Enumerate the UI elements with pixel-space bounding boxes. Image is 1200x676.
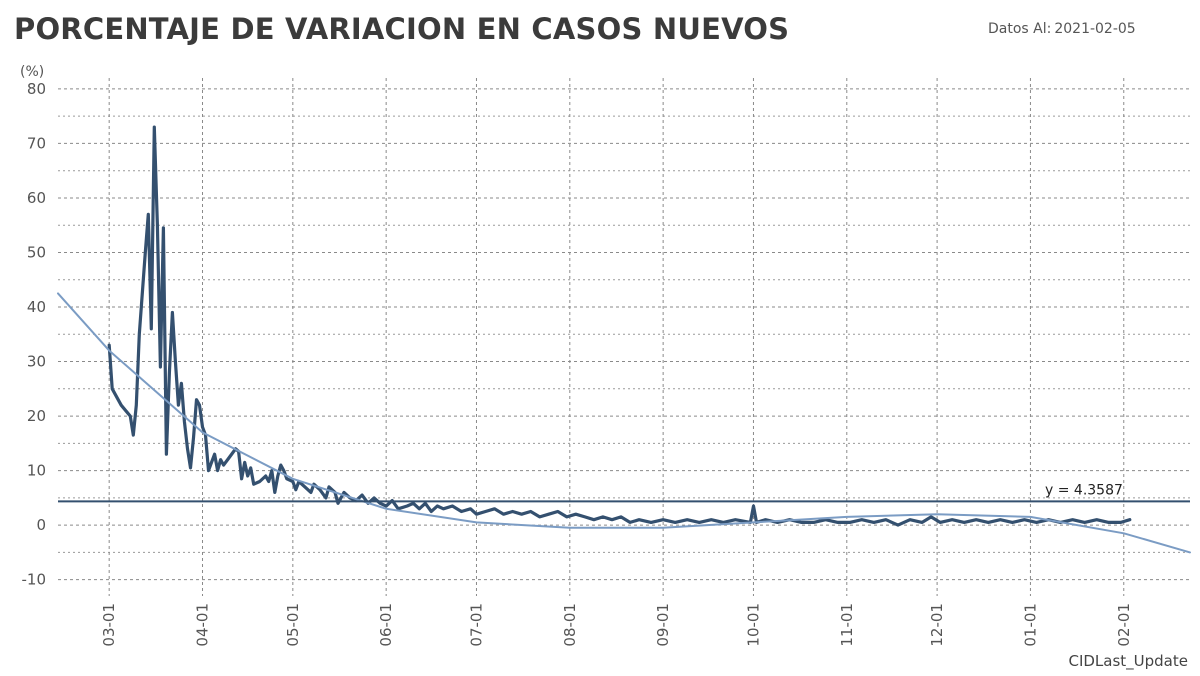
x-tick-label: 10-01 bbox=[744, 603, 762, 647]
y-tick-label: 50 bbox=[27, 243, 46, 261]
x-tick-label: 02-01 bbox=[1115, 603, 1133, 647]
x-tick-label: 06-01 bbox=[377, 603, 395, 647]
x-tick-label: 07-01 bbox=[467, 603, 485, 647]
x-tick-label: 11-01 bbox=[838, 603, 856, 647]
x-tick-label: 09-01 bbox=[654, 603, 672, 647]
x-tick-label: 08-01 bbox=[561, 603, 579, 647]
series-lines bbox=[57, 125, 1191, 554]
y-tick-label: 10 bbox=[27, 462, 46, 480]
reference-line-label: y = 4.3587 bbox=[1045, 482, 1123, 498]
x-tick-label: 05-01 bbox=[284, 603, 302, 647]
y-tick-label: 20 bbox=[27, 407, 46, 425]
data-as-of: Datos Al: 2021-02-05 bbox=[985, 21, 1136, 37]
footer-update-label: CIDLast_Update bbox=[1068, 652, 1188, 670]
data-as-of-date: 2021-02-05 bbox=[1054, 21, 1136, 37]
y-tick-label: 70 bbox=[27, 134, 46, 152]
y-tick-label: 80 bbox=[27, 80, 46, 98]
y-tick-label: -10 bbox=[22, 571, 47, 589]
y-tick-label: 30 bbox=[27, 353, 46, 371]
x-tick-label: 04-01 bbox=[194, 603, 212, 647]
y-tick-label: 40 bbox=[27, 298, 46, 316]
y-axis-unit-label: (%) bbox=[20, 64, 44, 80]
x-axis-ticks: 03-01 04-01 05-01 06-01 07-01 08-01 09-01 10-01… bbox=[100, 603, 1133, 647]
data-as-of-label: Datos Al: bbox=[988, 21, 1052, 37]
x-tick-label: 12-01 bbox=[928, 603, 946, 647]
y-tick-label: 0 bbox=[36, 516, 46, 534]
chart-title: PORCENTAJE DE VARIACION EN CASOS NUEVOS bbox=[14, 12, 790, 46]
x-tick-label: 03-01 bbox=[100, 603, 118, 647]
y-axis-ticks: -10 0 10 20 30 40 50 60 70 80 bbox=[22, 80, 47, 589]
y-tick-label: 60 bbox=[27, 189, 46, 207]
variation-line bbox=[107, 125, 1132, 527]
x-tick-label: 01-01 bbox=[1021, 603, 1039, 647]
grid bbox=[58, 78, 1190, 596]
trend-line bbox=[57, 292, 1191, 554]
